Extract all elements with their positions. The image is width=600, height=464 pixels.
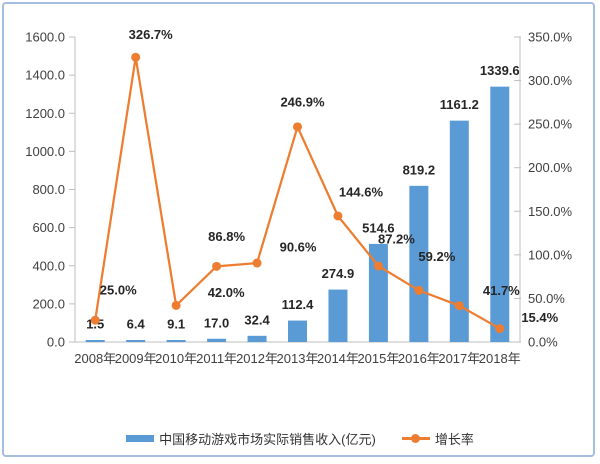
x-axis-category-label: 2015年 <box>357 351 399 366</box>
growth-rate-value-label: 15.4% <box>521 310 558 325</box>
y-axis-left-tick-label: 1400.0 <box>25 68 65 83</box>
x-axis-category-label: 2017年 <box>438 351 480 366</box>
growth-rate-value-label: 90.6% <box>280 240 317 255</box>
growth-rate-marker <box>171 300 181 310</box>
growth-rate-value-label: 25.0% <box>100 283 137 298</box>
bar <box>207 338 227 342</box>
growth-rate-value-label: 86.8% <box>208 229 245 244</box>
growth-rate-marker <box>373 261 383 271</box>
bar <box>288 320 307 342</box>
growth-rate-marker <box>252 258 262 268</box>
growth-rate-marker <box>414 285 424 295</box>
bar <box>166 340 186 342</box>
growth-rate-value-label: 59.2% <box>418 249 455 264</box>
y-axis-right-tick-label: 0.0% <box>528 335 558 350</box>
bar <box>490 86 510 342</box>
growth-rate-marker <box>212 261 222 271</box>
bar-value-label: 17.0 <box>204 315 229 330</box>
y-axis-right-tick-label: 350.0% <box>528 30 573 45</box>
y-axis-left-tick-label: 1000.0 <box>25 144 65 159</box>
y-axis-right-tick-label: 250.0% <box>528 117 573 132</box>
growth-rate-marker <box>333 211 343 221</box>
x-axis-category-label: 2008年 <box>74 351 116 366</box>
legend-item-growth-rate: 增长率 <box>401 429 474 448</box>
x-axis-category-label: 2014年 <box>317 351 359 366</box>
y-axis-left-tick-label: 200.0 <box>32 296 65 311</box>
bar-value-label: 32.4 <box>244 312 270 327</box>
growth-rate-marker <box>495 324 505 334</box>
x-axis-category-label: 2011年 <box>196 351 237 366</box>
y-axis-right-tick-label: 150.0% <box>528 204 573 219</box>
x-axis-category-label: 2010年 <box>155 351 197 366</box>
y-axis-left-tick-label: 0.0 <box>47 335 65 350</box>
bar-value-label: 514.6 <box>362 220 395 235</box>
bar <box>85 340 105 342</box>
bar <box>409 185 429 342</box>
x-axis-category-label: 2013年 <box>277 351 319 366</box>
growth-rate-marker <box>454 301 464 311</box>
x-axis-category-label: 2009年 <box>115 351 157 366</box>
y-axis-right-tick-label: 50.0% <box>528 291 565 306</box>
y-axis-right-tick-label: 100.0% <box>528 247 573 262</box>
bar-value-label: 9.1 <box>167 317 185 332</box>
y-axis-right-tick-label: 200.0% <box>528 160 573 175</box>
legend: 中国移动游戏市场实际销售收入(亿元) 增长率 <box>0 429 600 448</box>
x-axis-category-label: 2016年 <box>398 351 440 366</box>
revenue-series-swatch <box>126 435 155 442</box>
bar <box>328 289 348 342</box>
growth-rate-marker <box>90 315 100 325</box>
growth-rate-value-label: 87.2% <box>378 232 415 247</box>
growth-rate-value-label: 41.7% <box>483 283 520 298</box>
growth-rate-value-label: 326.7% <box>129 27 174 42</box>
y-axis-left-tick-label: 400.0 <box>32 258 65 273</box>
growth-rate-value-label: 144.6% <box>339 184 384 199</box>
legend-item-revenue: 中国移动游戏市场实际销售收入(亿元) <box>126 429 376 448</box>
growth-series-swatch <box>401 434 430 443</box>
bar-value-label: 112.4 <box>282 297 315 312</box>
y-axis-left-tick-label: 800.0 <box>32 182 65 197</box>
bar <box>247 335 267 342</box>
legend-label-growth-rate: 增长率 <box>434 432 474 447</box>
growth-swatch-marker-icon <box>411 434 421 443</box>
growth-rate-value-label: 42.0% <box>208 285 245 300</box>
legend-label-revenue: 中国移动游戏市场实际销售收入(亿元) <box>159 432 376 447</box>
growth-rate-value-label: 246.9% <box>280 94 325 109</box>
bar-value-label: 274.9 <box>322 266 355 281</box>
y-axis-left-tick-label: 1200.0 <box>25 106 65 121</box>
bar <box>126 340 146 342</box>
growth-rate-marker <box>131 52 141 62</box>
bar-value-label: 1161.2 <box>440 97 479 112</box>
bar <box>449 120 469 343</box>
y-axis-left-tick-label: 1600.0 <box>25 30 65 45</box>
y-axis-right-tick-label: 300.0% <box>528 73 573 88</box>
x-axis-category-label: 2012年 <box>236 351 278 366</box>
bar-value-label: 6.4 <box>127 317 146 332</box>
growth-rate-marker <box>293 122 302 132</box>
y-axis-left-tick-label: 600.0 <box>32 220 65 235</box>
x-axis-category-label: 2018年 <box>479 351 521 366</box>
bar-value-label: 1339.6 <box>480 63 520 78</box>
bar-value-label: 819.2 <box>403 162 436 177</box>
